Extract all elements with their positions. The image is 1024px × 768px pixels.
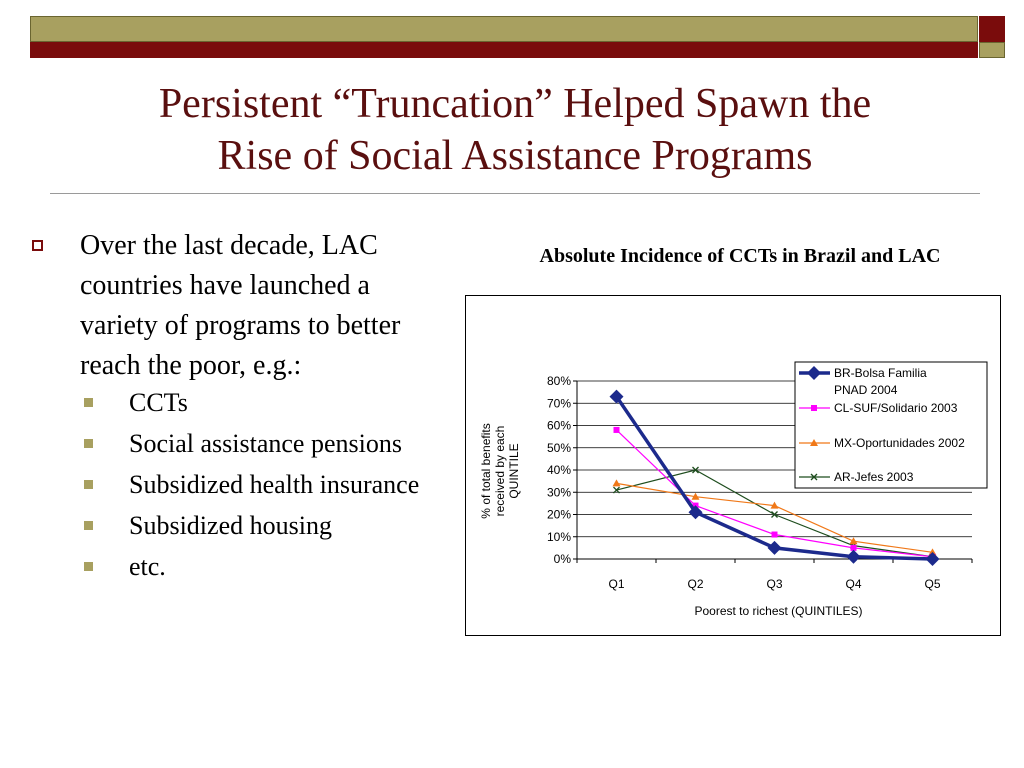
legend-item: BR-Bolsa Familia PNAD 2004	[799, 366, 927, 397]
sub-bullet-list: CCTs Social assistance pensions Subsidized…	[30, 386, 450, 584]
marker-square	[850, 544, 857, 551]
square-bullet-icon	[30, 550, 129, 584]
y-tick-label: 0%	[554, 552, 572, 566]
bullet-main-text: Over the last decade, LAC countries have…	[80, 230, 401, 381]
x-axis-label: Poorest to richest (QUINTILES)	[694, 604, 862, 618]
marker-triangle	[691, 492, 700, 500]
square-bullet-icon	[30, 509, 129, 543]
y-axis-label-line: received by each	[493, 426, 507, 517]
chart-legend: BR-Bolsa Familia PNAD 2004 CL-SUF/Solidari…	[794, 361, 988, 489]
y-tick-label: 10%	[547, 530, 571, 544]
marker-triangle	[849, 537, 858, 545]
line-chart: 0% 10% 20% 30% 40% 50% 60% 70% 80% Q1 Q2 Q3 Q4 Q5 Poor…	[479, 361, 988, 618]
legend-label: PNAD 2004	[834, 383, 898, 397]
y-tick-label: 60%	[547, 419, 571, 433]
marker-diamond	[609, 389, 624, 404]
y-axis-label-line: % of total benefits	[479, 423, 493, 518]
y-axis-label-line: QUINTILE	[507, 443, 521, 498]
chart-title: Absolute Incidence of CCTs in Brazil and…	[539, 245, 941, 267]
legend-item: CL-SUF/Solidario 2003	[799, 401, 958, 415]
series-2	[612, 479, 937, 556]
legend-item: MX-Oportunidades 2002	[799, 436, 965, 450]
legend-label: BR-Bolsa Familia	[834, 366, 927, 380]
sub-bullet-text: CCTs	[129, 388, 188, 417]
marker-triangle	[810, 439, 818, 446]
marker-triangle	[770, 501, 779, 509]
square-bullet-icon	[30, 386, 129, 420]
slide-title-line1: Persistent “Truncation” Helped Spawn the	[158, 81, 872, 127]
bullet-main: Over the last decade, LAC countries have…	[30, 226, 450, 386]
legend-label: CL-SUF/Solidario 2003	[834, 401, 958, 415]
hollow-square-bullet-icon	[30, 226, 80, 386]
chart-frame: 0% 10% 20% 30% 40% 50% 60% 70% 80% Q1 Q2 Q3 Q4 Q5 Poor…	[465, 295, 1001, 636]
sub-bullet-text: Subsidized health insurance	[129, 470, 420, 499]
sub-bullet-text: Subsidized housing	[129, 511, 332, 540]
sub-bullet-text: etc.	[129, 552, 166, 581]
legend-label: AR-Jefes 2003	[834, 470, 914, 484]
marker-triangle	[612, 479, 621, 487]
header-bar-olive	[30, 16, 978, 42]
legend-item: AR-Jefes 2003	[799, 470, 914, 484]
y-tick-label: 50%	[547, 441, 571, 455]
y-tick-label: 80%	[547, 374, 571, 388]
sub-bullet-item: Subsidized housing	[30, 509, 450, 543]
bullet-list: Over the last decade, LAC countries have…	[30, 226, 450, 591]
x-tick-label: Q5	[924, 577, 940, 591]
series-0	[609, 389, 940, 566]
y-tick-label: 70%	[547, 396, 571, 410]
marker-square	[811, 405, 817, 411]
marker-x	[613, 486, 620, 494]
y-tick-label: 20%	[547, 508, 571, 522]
sub-bullet-item: etc.	[30, 550, 450, 584]
x-tick-label: Q3	[766, 577, 782, 591]
x-tick-label: Q2	[687, 577, 703, 591]
slide-title-line2: Rise of Social Assistance Programs	[217, 133, 813, 179]
marker-square	[613, 426, 620, 433]
header-square-olive	[979, 42, 1005, 58]
marker-diamond	[688, 505, 703, 520]
marker-square	[771, 531, 778, 538]
sub-bullet-item: Subsidized health insurance	[30, 468, 450, 502]
sub-bullet-item: Social assistance pensions	[30, 427, 450, 461]
legend-box	[794, 361, 988, 489]
slide-title: Persistent “Truncation” Helped Spawn the…	[40, 78, 990, 182]
y-tick-label: 30%	[547, 485, 571, 499]
x-tick-label: Q1	[608, 577, 624, 591]
marker-diamond	[925, 552, 940, 566]
title-divider	[50, 193, 980, 194]
marker-x	[692, 466, 699, 474]
marker-x	[810, 473, 818, 481]
square-bullet-icon	[30, 468, 129, 502]
marker-diamond	[807, 366, 821, 380]
header-square-maroon	[979, 16, 1005, 42]
marker-triangle	[928, 548, 937, 556]
marker-diamond	[846, 549, 861, 564]
y-axis-label: % of total benefits received by each QUINT…	[479, 423, 521, 518]
y-tick-label: 40%	[547, 463, 571, 477]
marker-x	[771, 511, 778, 518]
marker-diamond	[767, 540, 782, 555]
header-bar-maroon	[30, 42, 978, 58]
square-bullet-icon	[30, 427, 129, 461]
legend-label: MX-Oportunidades 2002	[834, 436, 965, 450]
x-tick-label: Q4	[845, 577, 861, 591]
sub-bullet-text: Social assistance pensions	[129, 429, 402, 458]
sub-bullet-item: CCTs	[30, 386, 450, 420]
